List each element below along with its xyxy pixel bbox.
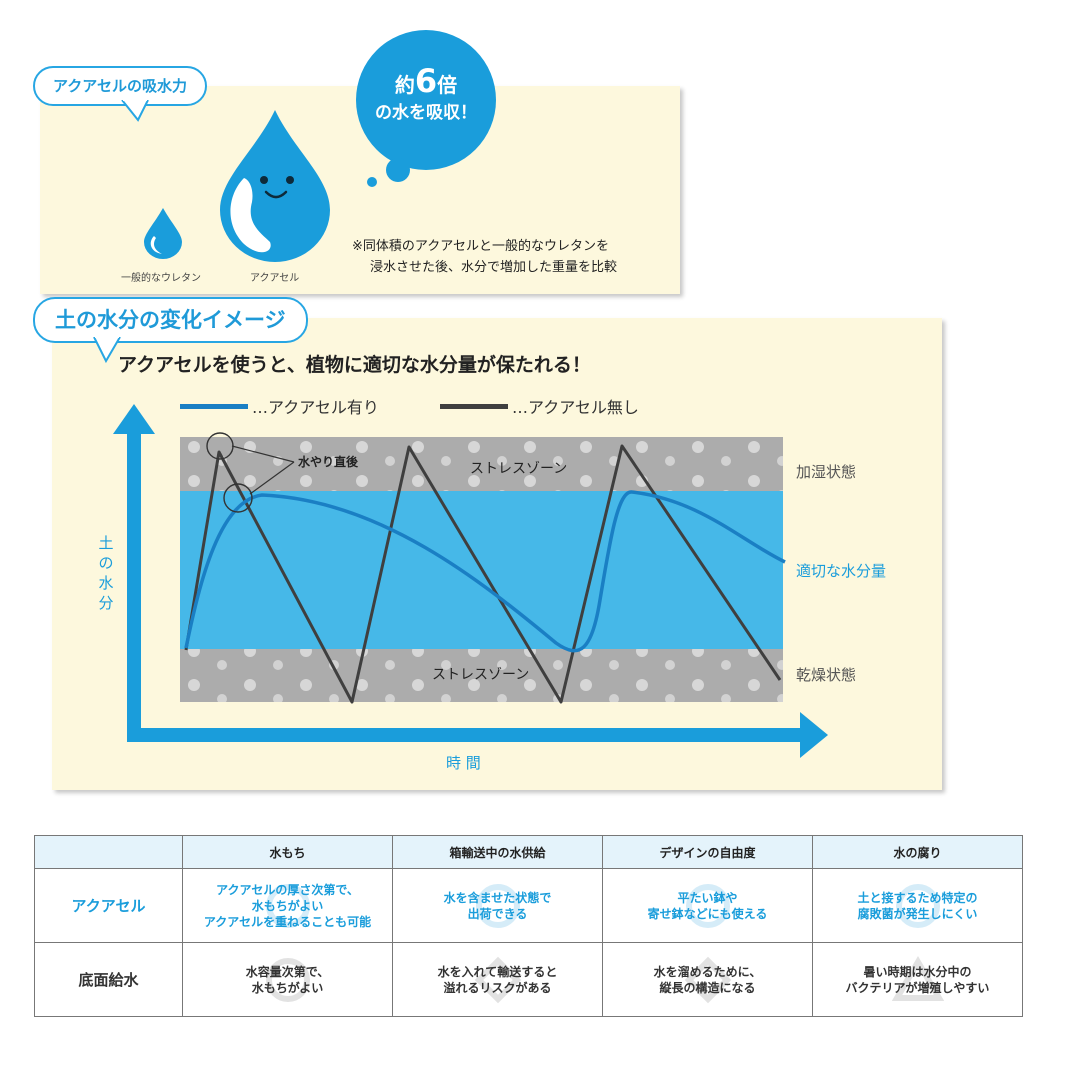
state-proper: 適切な水分量 xyxy=(796,562,887,580)
six-times-bubble xyxy=(356,30,496,187)
cell-text: 水を溜めるために、 縦長の構造になる xyxy=(653,964,762,995)
cell-text: 水容量次第で、 水もちがよい xyxy=(245,964,330,995)
cell-text: アクアセルの厚さ次第で、 水もちがよい アクアセルを重ねることも可能 xyxy=(203,882,372,929)
x-axis-label: 時 間 xyxy=(446,754,481,772)
moisture-title: 土の水分の変化イメージ xyxy=(55,308,286,332)
table-cell: 水を含ませた状態で 出荷できる xyxy=(392,868,603,943)
table-header-cell: 水の腐り xyxy=(812,835,1023,869)
table-cell: 水を入れて輸送すると 溢れるリスクがある xyxy=(392,942,603,1017)
x-axis xyxy=(127,728,803,742)
absorption-note: ※同体積のアクアセルと一般的なウレタンを 浸水させた後、水分で増加した重量を比較 xyxy=(352,236,617,278)
with-aquacell-line xyxy=(184,490,786,653)
y-axis-label: 土の水分 xyxy=(98,534,114,612)
row-label: アクアセル xyxy=(34,868,183,943)
small-drop-label: 一般的なウレタン xyxy=(121,273,201,284)
y-axis xyxy=(127,432,141,742)
state-humid: 加湿状態 xyxy=(796,463,857,481)
without-aquacell-line xyxy=(184,444,782,704)
circle-mark-icon xyxy=(475,883,520,928)
state-dry: 乾燥状態 xyxy=(796,666,857,684)
legend-without-swatch xyxy=(440,403,508,409)
lower-stress-label: ストレスゾーン xyxy=(432,667,530,683)
x-axis-arrowhead xyxy=(800,712,828,758)
bubble-prefix: 約 xyxy=(394,73,415,97)
circle-mark-icon xyxy=(895,883,940,928)
diamond-mark-icon xyxy=(474,956,521,1003)
legend-without-label: …アクアセル無し xyxy=(512,398,639,417)
cell-text: 平たい鉢や 寄せ鉢などにも使える xyxy=(647,890,768,921)
cell-text: 暑い時期は水分中の バクテリアが増殖しやすい xyxy=(845,964,990,995)
moisture-title-bubble: 土の水分の変化イメージ xyxy=(33,297,308,343)
legend-with-label: …アクアセル有り xyxy=(252,398,379,417)
table-header-row: 水もち 箱輸送中の水供給 デザインの自由度 水の腐り xyxy=(34,835,1023,869)
note-line2: 浸水させた後、水分で増加した重量を比較 xyxy=(370,260,618,275)
title-bubble-tail xyxy=(121,100,149,122)
absorption-title: アクアセルの吸水力 xyxy=(53,77,187,95)
table-cell: 水を溜めるために、 縦長の構造になる xyxy=(602,942,813,1017)
table-row: 底面給水 水容量次第で、 水もちがよい 水を入れて輸送すると 溢れるリスクがある… xyxy=(34,942,1023,1017)
circle-mark-icon xyxy=(265,957,310,1002)
diamond-mark-icon xyxy=(684,956,731,1003)
cell-text: 水を入れて輸送すると 溢れるリスクがある xyxy=(437,964,558,995)
table-header-cell: 水もち xyxy=(182,835,393,869)
table-cell: アクアセルの厚さ次第で、 水もちがよい アクアセルを重ねることも可能 xyxy=(182,868,393,943)
table-cell: 水容量次第で、 水もちがよい xyxy=(182,942,393,1017)
table-cell: 平たい鉢や 寄せ鉢などにも使える xyxy=(602,868,813,943)
table-row: アクアセル アクアセルの厚さ次第で、 水もちがよい アクアセルを重ねることも可能… xyxy=(34,868,1023,943)
moisture-headline: アクアセルを使うと、植物に適切な水分量が保たれる！ xyxy=(118,354,591,376)
table-cell: 暑い時期は水分中の バクテリアが増殖しやすい xyxy=(812,942,1023,1017)
legend-with: …アクアセル有り xyxy=(180,394,379,418)
circle-mark-icon xyxy=(685,883,730,928)
comparison-table: 水もち 箱輸送中の水供給 デザインの自由度 水の腐り アクアセル アクアセルの厚… xyxy=(34,835,1023,1017)
triangle-mark-icon xyxy=(891,955,944,1001)
watering-marker-with xyxy=(223,483,253,513)
bubble-number: 6 xyxy=(414,62,438,100)
watering-label: 水やり直後 xyxy=(298,455,359,469)
table-header-cell xyxy=(34,835,183,869)
table-header-cell: デザインの自由度 xyxy=(602,835,813,869)
upper-stress-label: ストレスゾーン xyxy=(470,461,568,477)
big-drop-label: アクアセル xyxy=(250,273,300,284)
note-line1: ※同体積のアクアセルと一般的なウレタンを xyxy=(352,239,609,254)
absorption-title-bubble: アクアセルの吸水力 xyxy=(33,66,207,106)
row-label: 底面給水 xyxy=(34,942,183,1017)
legend-with-swatch xyxy=(180,403,248,409)
big-water-drop-mascot-icon xyxy=(220,110,330,262)
moisture-bubble-tail xyxy=(93,337,121,364)
y-axis-arrowhead xyxy=(113,404,155,434)
six-times-text: 約6倍 の水を吸収！ xyxy=(354,62,498,123)
bubble-suffix: 倍 xyxy=(437,73,458,97)
bubble-line2: の水を吸収！ xyxy=(375,103,477,123)
table-header-cell: 箱輸送中の水供給 xyxy=(392,835,603,869)
cell-text: 土と接するため特定の 腐敗菌が発生しにくい xyxy=(857,890,978,921)
legend-without: …アクアセル無し xyxy=(440,394,639,418)
small-water-drop-icon xyxy=(144,208,182,259)
table-cell: 土と接するため特定の 腐敗菌が発生しにくい xyxy=(812,868,1023,943)
cell-text: 水を含ませた状態で 出荷できる xyxy=(443,890,552,921)
